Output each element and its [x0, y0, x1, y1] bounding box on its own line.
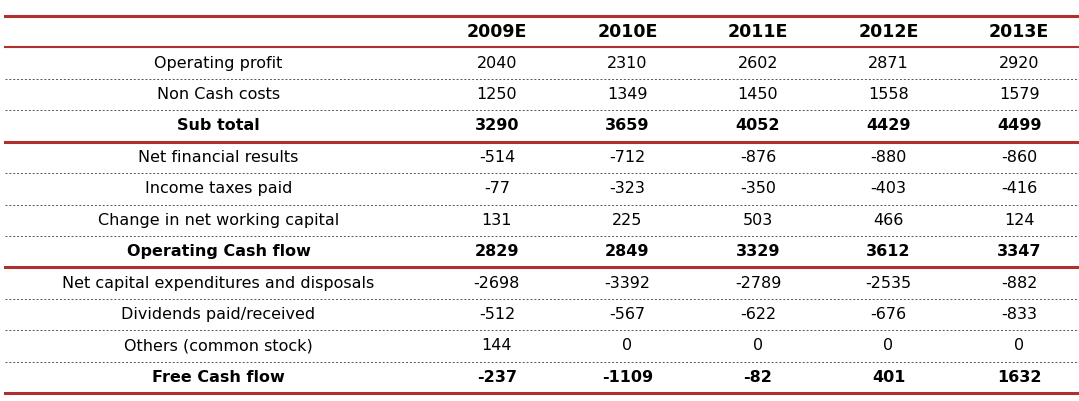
Text: 3329: 3329 [736, 244, 780, 259]
Text: Non Cash costs: Non Cash costs [156, 87, 281, 102]
Text: Operating profit: Operating profit [154, 56, 283, 71]
Text: 2009E: 2009E [467, 23, 527, 41]
Text: Net capital expenditures and disposals: Net capital expenditures and disposals [63, 275, 374, 291]
Text: -876: -876 [740, 150, 776, 165]
Text: 3290: 3290 [475, 118, 519, 134]
Text: 0: 0 [753, 338, 763, 353]
Text: 466: 466 [873, 213, 904, 228]
Text: -833: -833 [1001, 307, 1037, 322]
Text: 1579: 1579 [999, 87, 1039, 102]
Text: -237: -237 [477, 370, 517, 385]
Text: -3392: -3392 [604, 275, 651, 291]
Text: 2010E: 2010E [598, 23, 657, 41]
Text: 2602: 2602 [738, 56, 778, 71]
Text: -77: -77 [483, 181, 510, 196]
Text: 1250: 1250 [477, 87, 517, 102]
Text: 1632: 1632 [997, 370, 1041, 385]
Text: -2535: -2535 [865, 275, 912, 291]
Text: 2013E: 2013E [989, 23, 1049, 41]
Text: 4499: 4499 [997, 118, 1041, 134]
Text: -676: -676 [871, 307, 906, 322]
Text: Income taxes paid: Income taxes paid [145, 181, 292, 196]
Text: 2829: 2829 [475, 244, 519, 259]
Text: -512: -512 [479, 307, 515, 322]
Text: -567: -567 [610, 307, 645, 322]
Text: -1109: -1109 [602, 370, 653, 385]
Text: -82: -82 [743, 370, 773, 385]
Text: -622: -622 [740, 307, 776, 322]
Text: Operating Cash flow: Operating Cash flow [126, 244, 311, 259]
Text: 3612: 3612 [866, 244, 911, 259]
Text: 1558: 1558 [869, 87, 909, 102]
Text: 3659: 3659 [605, 118, 650, 134]
Text: 2011E: 2011E [728, 23, 788, 41]
Text: Others (common stock): Others (common stock) [124, 338, 313, 353]
Text: 2310: 2310 [607, 56, 647, 71]
Text: -860: -860 [1001, 150, 1037, 165]
Text: 401: 401 [872, 370, 905, 385]
Text: Sub total: Sub total [177, 118, 260, 134]
Text: -416: -416 [1001, 181, 1037, 196]
Text: 2849: 2849 [605, 244, 650, 259]
Text: -323: -323 [610, 181, 645, 196]
Text: 131: 131 [481, 213, 513, 228]
Text: -712: -712 [610, 150, 645, 165]
Text: Free Cash flow: Free Cash flow [152, 370, 285, 385]
Text: -2789: -2789 [735, 275, 781, 291]
Text: 225: 225 [612, 213, 643, 228]
Text: -882: -882 [1001, 275, 1037, 291]
Text: Dividends paid/received: Dividends paid/received [122, 307, 315, 322]
Text: -514: -514 [479, 150, 515, 165]
Text: 4429: 4429 [866, 118, 911, 134]
Text: 0: 0 [1014, 338, 1024, 353]
Text: -880: -880 [871, 150, 906, 165]
Text: -350: -350 [740, 181, 776, 196]
Text: 2920: 2920 [999, 56, 1039, 71]
Text: 2012E: 2012E [859, 23, 918, 41]
Text: 4052: 4052 [736, 118, 780, 134]
Text: Change in net working capital: Change in net working capital [98, 213, 339, 228]
Text: 503: 503 [742, 213, 774, 228]
Text: 1349: 1349 [607, 87, 647, 102]
Text: 2871: 2871 [869, 56, 909, 71]
Text: 3347: 3347 [997, 244, 1041, 259]
Text: 144: 144 [481, 338, 513, 353]
Text: 0: 0 [623, 338, 632, 353]
Text: 2040: 2040 [477, 56, 517, 71]
Text: 124: 124 [1003, 213, 1035, 228]
Text: -403: -403 [871, 181, 906, 196]
Text: 0: 0 [884, 338, 893, 353]
Text: 1450: 1450 [738, 87, 778, 102]
Text: -2698: -2698 [474, 275, 520, 291]
Text: Net financial results: Net financial results [138, 150, 299, 165]
